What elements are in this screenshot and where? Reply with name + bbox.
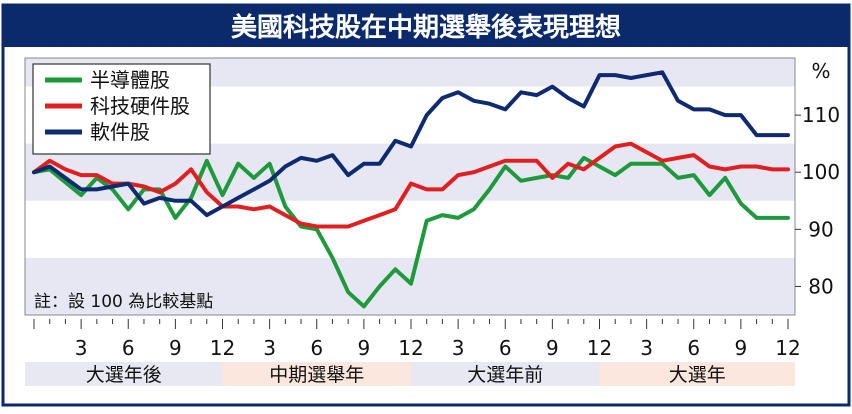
- x-tick-label: 6: [687, 336, 700, 360]
- y-tick-label: 100: [802, 160, 840, 184]
- y-tick-label: 80: [808, 274, 833, 298]
- x-tick-label: 12: [210, 336, 235, 360]
- x-tick-label: 12: [398, 336, 423, 360]
- x-tick-label: 3: [452, 336, 465, 360]
- x-tick-label: 9: [735, 336, 748, 360]
- title-banner: [3, 5, 849, 47]
- x-tick-label: 3: [640, 336, 653, 360]
- legend-label: 半導體股: [90, 68, 170, 92]
- plot-frame: [24, 57, 796, 316]
- y-tick-label: 90: [808, 217, 833, 241]
- x-tick-label: 3: [263, 336, 276, 360]
- legend-label: 科技硬件股: [90, 94, 190, 118]
- y-tick-label: 110: [802, 103, 840, 127]
- period-band: [599, 362, 795, 386]
- period-label: 大選年後: [86, 364, 162, 386]
- x-tick-label: 6: [499, 336, 512, 360]
- period-bar: 大選年後 中期選舉年 大選年前 大選年: [25, 362, 795, 386]
- x-tick-label: 9: [546, 336, 559, 360]
- series-line: [32, 70, 790, 218]
- series-line: [32, 141, 790, 229]
- x-tick-label: 6: [310, 336, 323, 360]
- chart-title: 美國科技股在中期選舉後表現理想: [231, 12, 621, 43]
- series-line: [32, 155, 790, 309]
- x-tick-label: 12: [775, 336, 800, 360]
- legend-label: 軟件股: [90, 120, 150, 144]
- y-axis: 80 90 100 110: [795, 103, 840, 298]
- x-axis: 3 6 9 12 3 6 9 12 3 6 9 12 3 6 9 12: [33, 319, 801, 360]
- x-tick-label: 9: [169, 336, 182, 360]
- period-band: [25, 362, 223, 386]
- series-lines: [32, 70, 790, 309]
- period-label: 大選年: [669, 364, 726, 386]
- period-label: 中期選舉年: [269, 364, 364, 386]
- x-tick-label: 3: [75, 336, 88, 360]
- period-band: [411, 362, 600, 386]
- x-tick-label: 6: [122, 336, 135, 360]
- x-tick-label: 9: [358, 336, 371, 360]
- grid-band: [25, 257, 795, 315]
- y-unit-label: %: [811, 59, 830, 83]
- period-label: 大選年前: [467, 364, 543, 386]
- base-note: 註：設 100 為比較基點: [34, 292, 213, 312]
- period-band: [222, 362, 411, 386]
- x-tick-label: 12: [587, 336, 612, 360]
